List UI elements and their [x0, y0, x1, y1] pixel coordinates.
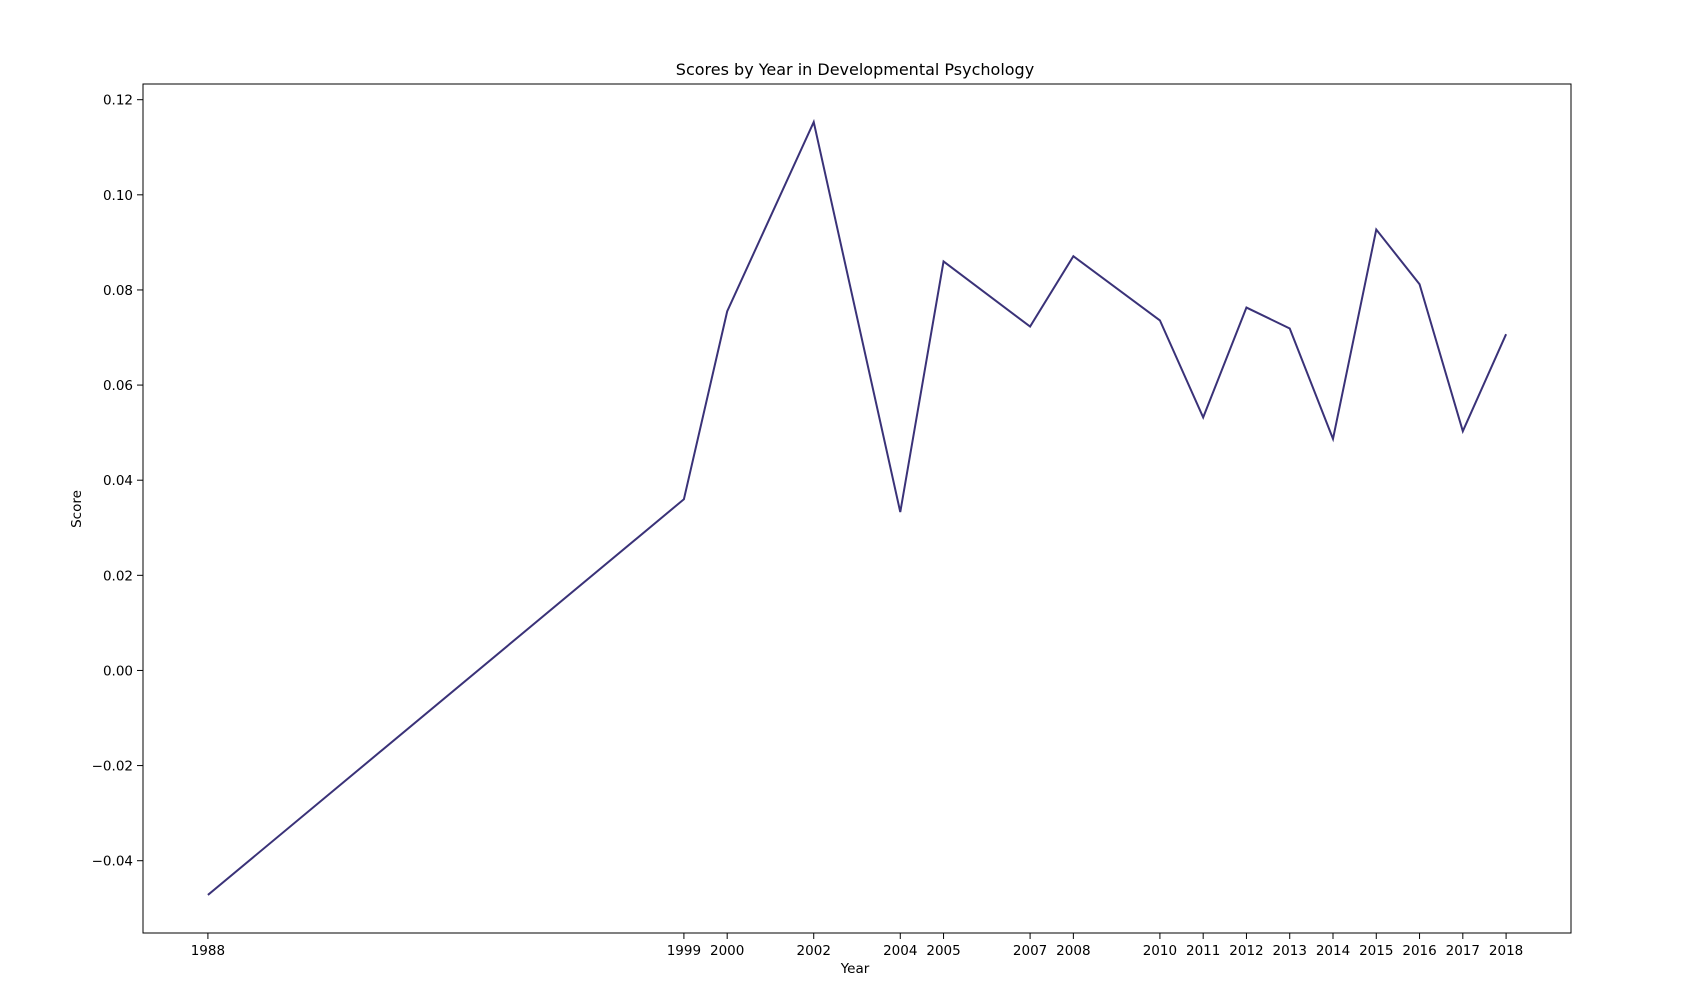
x-tick-label: 2005 — [926, 943, 960, 959]
x-tick-label: 2018 — [1489, 943, 1523, 959]
x-tick-label: 1988 — [191, 943, 225, 959]
y-tick-label: 0.04 — [103, 473, 133, 489]
y-tick-label: −0.02 — [92, 759, 133, 775]
chart-title: Scores by Year in Developmental Psycholo… — [676, 60, 1034, 79]
x-tick-label: 1999 — [667, 943, 701, 959]
y-tick-label: 0.10 — [103, 188, 133, 204]
y-tick-label: 0.08 — [103, 283, 133, 299]
y-tick-label: −0.04 — [92, 854, 133, 870]
y-tick-label: 0.02 — [103, 568, 133, 584]
x-tick-label: 2016 — [1402, 943, 1436, 959]
y-tick-label: 0.06 — [103, 378, 133, 394]
x-axis-ticks: 1988 1999 2000 2002 2004 2005 2007 2008 2010 2011… — [191, 933, 1523, 959]
y-tick-label: 0.00 — [103, 663, 133, 679]
x-tick-label: 2011 — [1186, 943, 1220, 959]
x-tick-label: 2013 — [1273, 943, 1307, 959]
y-tick-label: 0.12 — [103, 93, 133, 109]
y-axis-label: Score — [69, 490, 85, 528]
x-axis-label: Year — [840, 961, 870, 977]
x-tick-label: 2002 — [797, 943, 831, 959]
x-tick-label: 2000 — [710, 943, 744, 959]
x-tick-label: 2014 — [1316, 943, 1350, 959]
y-axis-ticks: −0.04 −0.02 0.00 0.02 0.04 0.06 0.08 0.10 0.12 — [92, 93, 143, 870]
x-tick-label: 2004 — [883, 943, 917, 959]
x-tick-label: 2007 — [1013, 943, 1047, 959]
series-line — [207, 118, 1508, 896]
x-tick-label: 2010 — [1143, 943, 1177, 959]
x-tick-label: 2012 — [1229, 943, 1263, 959]
x-tick-label: 2017 — [1446, 943, 1480, 959]
x-tick-label: 2015 — [1359, 943, 1393, 959]
series-group — [207, 118, 1508, 896]
plot-area-frame — [142, 83, 1572, 934]
x-tick-label: 2008 — [1056, 943, 1090, 959]
